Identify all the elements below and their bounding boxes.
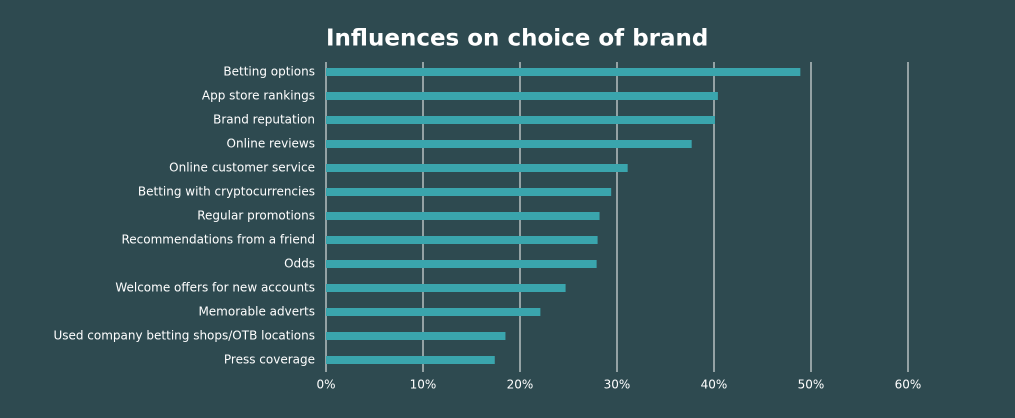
y-tick-label: Betting with cryptocurrencies xyxy=(138,185,315,199)
bar xyxy=(326,116,715,124)
y-tick-label: App store rankings xyxy=(202,89,315,103)
x-tick-label: 10% xyxy=(410,378,437,392)
x-tick-label: 40% xyxy=(701,378,728,392)
y-tick-label: Recommendations from a friend xyxy=(121,233,315,247)
y-tick-label: Used company betting shops/OTB locations xyxy=(53,329,315,343)
bar xyxy=(326,284,566,292)
bar xyxy=(326,308,541,316)
bar xyxy=(326,68,801,76)
bar xyxy=(326,188,612,196)
y-tick-label: Brand reputation xyxy=(213,113,315,127)
bar xyxy=(326,356,495,364)
bar xyxy=(326,236,598,244)
y-tick-label: Memorable adverts xyxy=(198,305,315,319)
x-tick-label: 30% xyxy=(604,378,631,392)
bar xyxy=(326,260,597,268)
bar xyxy=(326,332,506,340)
bar xyxy=(326,212,600,220)
x-tick-label: 20% xyxy=(507,378,534,392)
chart-title: Influences on choice of brand xyxy=(326,26,708,52)
x-tick-label: 50% xyxy=(798,378,825,392)
y-tick-label: Betting options xyxy=(223,65,315,79)
bar xyxy=(326,164,628,172)
y-tick-label: Online customer service xyxy=(169,161,315,175)
y-tick-label: Welcome offers for new accounts xyxy=(115,281,315,295)
y-tick-label: Press coverage xyxy=(224,353,315,367)
y-tick-label: Regular promotions xyxy=(197,209,315,223)
x-tick-label: 0% xyxy=(316,378,335,392)
bar xyxy=(326,92,718,100)
x-tick-label: 60% xyxy=(895,378,922,392)
y-tick-label: Online reviews xyxy=(227,137,315,151)
y-tick-label: Odds xyxy=(284,257,315,271)
bar xyxy=(326,140,692,148)
